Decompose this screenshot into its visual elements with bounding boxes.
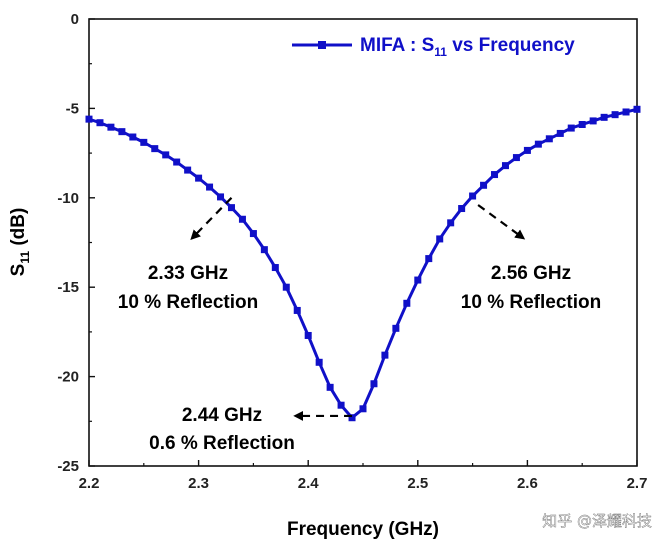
- data-point: [491, 171, 499, 179]
- data-point: [85, 115, 93, 123]
- data-point: [447, 219, 455, 227]
- y-tick-label: -20: [57, 369, 79, 386]
- data-point: [370, 380, 378, 388]
- data-point: [184, 166, 192, 174]
- data-point: [249, 230, 257, 238]
- y-tick-label: -25: [57, 458, 79, 475]
- annotation-freq-2-33: 2.33 GHz: [148, 263, 228, 284]
- annotation-freq-2-44: 2.44 GHz: [182, 405, 262, 426]
- data-point: [96, 119, 104, 127]
- data-point: [217, 193, 225, 201]
- x-tick-label: 2.5: [407, 475, 428, 492]
- x-tick-labels: 2.2 2.3 2.4 2.5 2.6 2.7: [79, 475, 648, 492]
- x-axis-title: Frequency (GHz): [287, 519, 439, 540]
- data-point: [381, 351, 389, 359]
- data-point: [206, 183, 214, 191]
- annotation-2-33: 2.33 GHz 10 % Reflection: [118, 197, 258, 313]
- legend-marker: [318, 41, 326, 49]
- annotation-2-56: 2.56 GHz 10 % Reflection: [461, 204, 601, 313]
- watermark-text: 知乎 @泽耀科技: [542, 512, 652, 530]
- data-point: [578, 120, 586, 128]
- data-point: [282, 283, 290, 291]
- data-point: [260, 246, 268, 254]
- data-point: [556, 129, 564, 137]
- s11-series: [85, 105, 641, 422]
- annotation-2-44: 2.44 GHz 0.6 % Reflection: [149, 405, 353, 454]
- data-point: [480, 181, 488, 189]
- data-point: [622, 108, 630, 116]
- data-point: [348, 414, 356, 422]
- data-point: [425, 255, 433, 263]
- data-point: [118, 128, 126, 136]
- legend: MIFA : S11 vs Frequency: [292, 35, 575, 59]
- y-tick-label: -10: [57, 190, 79, 207]
- data-point: [195, 174, 203, 182]
- y-axis-title: S11 (dB): [8, 208, 32, 277]
- y-tick-label: 0: [71, 11, 79, 28]
- data-point: [337, 401, 345, 409]
- x-tick-label: 2.6: [517, 475, 538, 492]
- data-point: [469, 192, 477, 200]
- x-tick-label: 2.4: [298, 475, 320, 492]
- data-point: [611, 111, 619, 119]
- annotation-reflection-2-33: 10 % Reflection: [118, 292, 258, 313]
- annotation-reflection-2-56: 10 % Reflection: [461, 292, 601, 313]
- plot-area-frame: [88, 18, 638, 467]
- data-point: [512, 154, 520, 162]
- annotation-freq-2-56: 2.56 GHz: [491, 263, 571, 284]
- data-point: [107, 123, 115, 131]
- data-point: [633, 105, 641, 113]
- data-point: [140, 138, 148, 146]
- x-tick-label: 2.7: [627, 475, 648, 492]
- data-point: [458, 205, 466, 213]
- data-point: [545, 135, 553, 143]
- data-point: [326, 383, 334, 391]
- y-tick-label: -15: [57, 279, 79, 296]
- data-point: [271, 264, 279, 272]
- data-point: [151, 145, 159, 153]
- data-point: [315, 358, 323, 366]
- annotation-arrow-2-56: [477, 204, 526, 240]
- data-point: [436, 235, 444, 243]
- x-tick-label: 2.2: [79, 475, 100, 492]
- data-point: [589, 117, 597, 125]
- data-point: [359, 405, 367, 413]
- y-tick-label: -5: [66, 100, 79, 117]
- x-tick-label: 2.3: [188, 475, 209, 492]
- data-point: [162, 151, 170, 159]
- data-point: [523, 146, 531, 154]
- y-tick-labels: 0 -5 -10 -15 -20 -25: [57, 11, 79, 475]
- data-point: [173, 158, 181, 166]
- axis-ticks: [88, 18, 638, 467]
- data-point: [501, 162, 509, 170]
- data-point: [392, 324, 400, 332]
- data-point: [293, 306, 301, 314]
- data-point: [129, 133, 137, 141]
- data-point: [304, 331, 312, 339]
- data-point: [600, 113, 608, 121]
- data-point: [534, 140, 542, 148]
- data-point: [567, 124, 575, 132]
- legend-label: MIFA : S11 vs Frequency: [360, 35, 575, 59]
- annotation-arrow-2-33: [190, 197, 233, 240]
- annotation-reflection-2-44: 0.6 % Reflection: [149, 433, 295, 454]
- data-point: [414, 276, 422, 284]
- data-point: [403, 299, 411, 307]
- data-point: [238, 215, 246, 223]
- data-point: [227, 204, 235, 212]
